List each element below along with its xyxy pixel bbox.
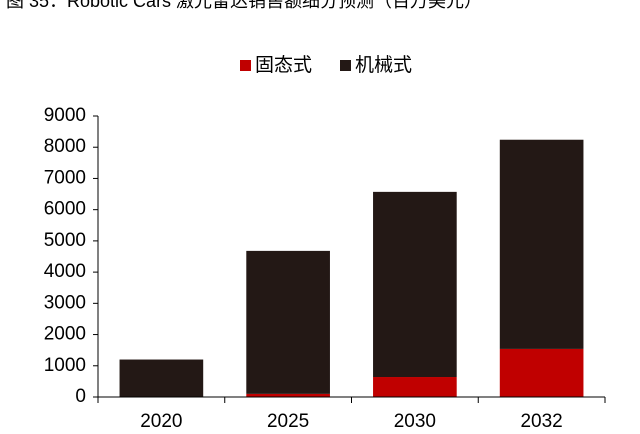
legend-swatch [340, 60, 351, 71]
y-tick-label: 6000 [44, 199, 86, 220]
x-tick-label: 2032 [520, 411, 562, 432]
y-tick-label: 5000 [44, 230, 86, 251]
bar-segment [499, 348, 584, 397]
legend-label: 机械式 [355, 54, 412, 76]
y-tick-label: 4000 [44, 261, 86, 282]
y-tick-label: 7000 [44, 167, 86, 188]
bar-segment [499, 139, 584, 349]
chart-title: 图 35：Robotic Cars 激光雷达销售额细分预测（百万美元） [6, 0, 482, 11]
bar-segment [373, 377, 457, 397]
y-tick-label: 3000 [44, 292, 86, 313]
y-tick-label: 9000 [44, 105, 86, 126]
y-tick-label: 0 [75, 386, 86, 407]
y-tick-label: 8000 [44, 136, 86, 157]
legend-label: 固态式 [255, 54, 312, 76]
x-tick-label: 2025 [267, 411, 309, 432]
bar-segment [119, 359, 204, 397]
legend-swatch [240, 60, 251, 71]
y-tick-label: 1000 [44, 355, 86, 376]
bar-segment [246, 393, 330, 397]
bar-segment [373, 191, 457, 378]
x-tick-label: 2020 [140, 411, 182, 432]
y-tick-label: 2000 [44, 324, 86, 345]
bar-segment [246, 250, 330, 394]
x-tick-label: 2030 [394, 411, 436, 432]
